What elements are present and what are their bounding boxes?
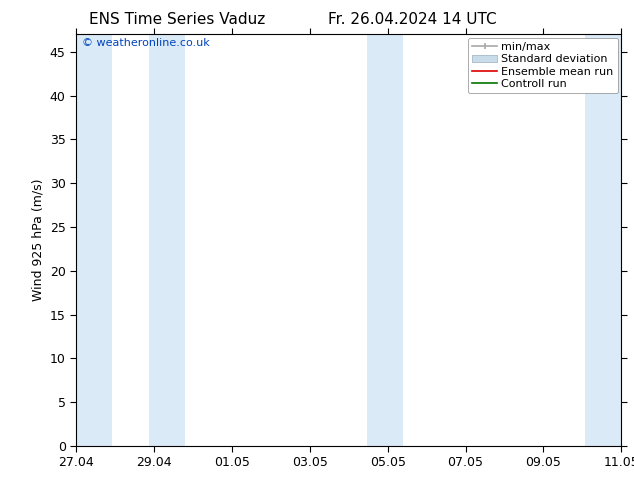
Text: Fr. 26.04.2024 14 UTC: Fr. 26.04.2024 14 UTC (328, 12, 496, 27)
Bar (367, 34, 403, 446)
Legend: min/max, Standard deviation, Ensemble mean run, Controll run: min/max, Standard deviation, Ensemble me… (468, 38, 618, 93)
Bar (149, 34, 185, 446)
Bar (76, 34, 112, 446)
Text: ENS Time Series Vaduz: ENS Time Series Vaduz (89, 12, 266, 27)
Y-axis label: Wind 925 hPa (m/s): Wind 925 hPa (m/s) (31, 179, 44, 301)
Bar (585, 34, 621, 446)
Text: © weatheronline.co.uk: © weatheronline.co.uk (82, 38, 209, 49)
